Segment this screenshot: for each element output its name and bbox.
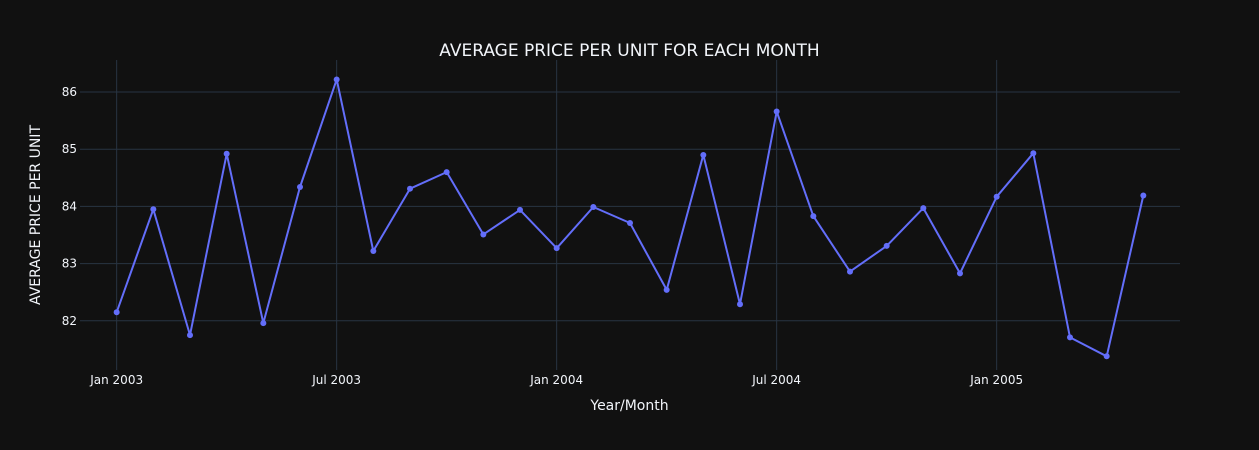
data-point[interactable] [957, 270, 963, 277]
x-tick-label: Jul 2003 [311, 373, 361, 387]
data-point[interactable] [370, 248, 377, 255]
x-tick-label: Jan 2004 [529, 373, 583, 387]
data-point[interactable] [1067, 334, 1073, 341]
data-point[interactable] [993, 193, 1000, 200]
data-point[interactable] [553, 245, 560, 252]
data-point[interactable] [627, 220, 633, 227]
data-point[interactable] [883, 242, 890, 249]
data-point[interactable] [260, 320, 267, 327]
data-point[interactable] [480, 231, 487, 238]
data-point[interactable] [847, 268, 853, 275]
y-tick-label: 85 [62, 142, 77, 156]
data-point[interactable] [1030, 150, 1037, 157]
data-point[interactable] [223, 150, 230, 157]
x-tick-label: Jan 2005 [969, 373, 1023, 387]
data-point[interactable] [443, 169, 450, 176]
series-group [113, 76, 1147, 360]
y-tick-label: 83 [62, 257, 77, 271]
data-point[interactable] [187, 332, 193, 339]
data-point[interactable] [1103, 353, 1110, 360]
y-tick-label: 86 [62, 85, 77, 99]
data-point[interactable] [407, 185, 413, 192]
data-point[interactable] [333, 76, 340, 83]
data-point[interactable] [113, 309, 120, 316]
data-point[interactable] [920, 205, 927, 212]
grid [80, 60, 1180, 370]
x-tick-label: Jul 2004 [751, 373, 801, 387]
x-axis-title: Year/Month [589, 398, 668, 414]
tick-labels: Jan 2003 Jul 2003 Jan 2004 Jul 2004 Jan 2005… [62, 85, 1023, 387]
y-tick-label: 84 [62, 199, 77, 213]
data-point[interactable] [773, 108, 780, 115]
data-point[interactable] [737, 301, 743, 308]
chart-title: AVERAGE PRICE PER UNIT FOR EACH MONTH [439, 41, 819, 61]
data-point[interactable] [517, 206, 523, 213]
data-point[interactable] [810, 213, 817, 220]
data-point[interactable] [663, 286, 670, 293]
data-point[interactable] [150, 206, 157, 213]
data-point[interactable] [297, 183, 303, 190]
data-point[interactable] [590, 203, 597, 210]
y-tick-label: 82 [62, 314, 77, 328]
data-point[interactable] [700, 151, 707, 158]
y-axis-title: AVERAGE PRICE PER UNIT [28, 125, 44, 305]
data-point[interactable] [1140, 192, 1147, 199]
x-tick-label: Jan 2003 [89, 373, 143, 387]
